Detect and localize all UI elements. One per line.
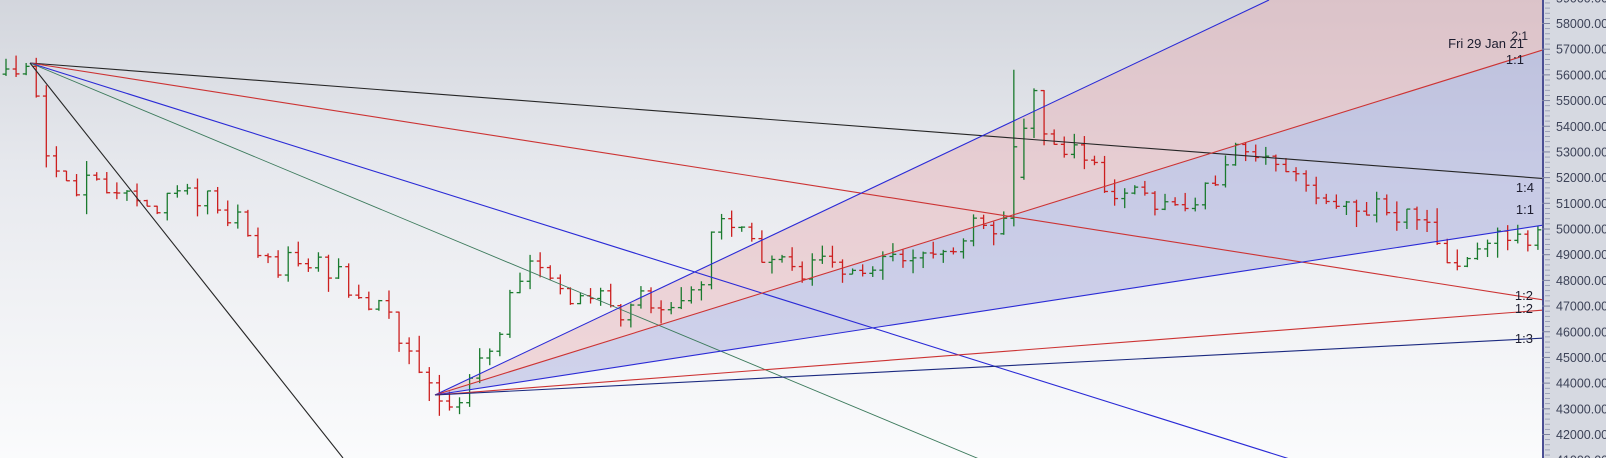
svg-text:57000.00: 57000.00 bbox=[1556, 43, 1606, 57]
svg-text:59000.00: 59000.00 bbox=[1556, 0, 1606, 5]
svg-text:Fri 29 Jan 21: Fri 29 Jan 21 bbox=[1448, 36, 1524, 51]
svg-text:42000.00: 42000.00 bbox=[1556, 428, 1606, 442]
svg-text:1:2: 1:2 bbox=[1515, 301, 1533, 316]
svg-text:53000.00: 53000.00 bbox=[1556, 145, 1606, 159]
svg-text:1:1: 1:1 bbox=[1516, 202, 1534, 217]
svg-text:51000.00: 51000.00 bbox=[1556, 197, 1606, 211]
svg-text:44000.00: 44000.00 bbox=[1556, 377, 1606, 391]
svg-text:50000.00: 50000.00 bbox=[1556, 223, 1606, 237]
svg-text:47000.00: 47000.00 bbox=[1556, 300, 1606, 314]
svg-text:1:1: 1:1 bbox=[1506, 52, 1524, 67]
svg-text:1:4: 1:4 bbox=[1516, 180, 1534, 195]
svg-text:56000.00: 56000.00 bbox=[1556, 68, 1606, 82]
svg-text:43000.00: 43000.00 bbox=[1556, 402, 1606, 416]
svg-text:54000.00: 54000.00 bbox=[1556, 120, 1606, 134]
svg-text:48000.00: 48000.00 bbox=[1556, 274, 1606, 288]
svg-text:1:3: 1:3 bbox=[1515, 331, 1533, 346]
svg-text:52000.00: 52000.00 bbox=[1556, 171, 1606, 185]
svg-text:58000.00: 58000.00 bbox=[1556, 17, 1606, 31]
svg-text:41000.00: 41000.00 bbox=[1556, 454, 1606, 458]
svg-text:45000.00: 45000.00 bbox=[1556, 351, 1606, 365]
svg-text:55000.00: 55000.00 bbox=[1556, 94, 1606, 108]
svg-text:49000.00: 49000.00 bbox=[1556, 248, 1606, 262]
svg-text:46000.00: 46000.00 bbox=[1556, 325, 1606, 339]
